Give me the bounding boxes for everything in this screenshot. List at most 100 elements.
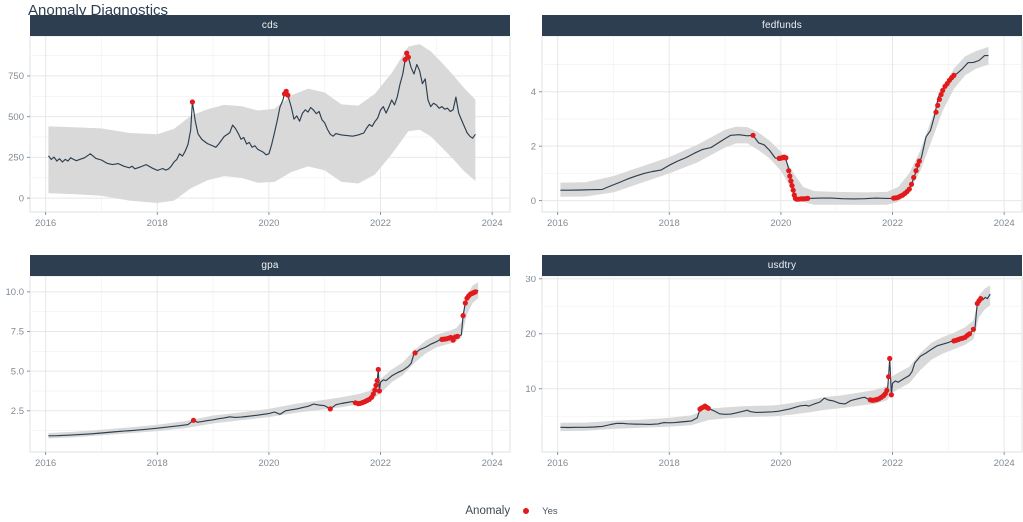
anomaly-dot (374, 378, 380, 384)
x-axis-tick-label: 2024 (482, 458, 503, 469)
facet-strip-cds: cds (30, 15, 510, 36)
panel-background (29, 276, 511, 453)
y-axis-tick-label: 2.5 (11, 406, 24, 417)
anomaly-dot (376, 388, 382, 394)
anomaly-dot (940, 87, 946, 93)
legend-anomaly-dot-icon (523, 508, 530, 514)
y-axis-tick-label: 30 (525, 276, 536, 285)
anomaly-dot (805, 195, 811, 201)
y-axis-tick-label: 10 (525, 384, 536, 395)
confidence-ribbon (48, 44, 476, 203)
x-axis-tick-label: 2022 (882, 458, 903, 469)
anomaly-dot (884, 387, 890, 393)
anomaly-dot (189, 99, 195, 105)
legend: Anomaly Yes (0, 501, 1023, 521)
y-axis-tick-label: 4 (531, 87, 536, 98)
anomaly-dot (327, 406, 333, 412)
anomaly-dot (373, 382, 379, 388)
y-axis-tick-label: 5.0 (11, 366, 24, 377)
anomaly-dot (906, 186, 912, 192)
x-axis-tick-label: 2020 (770, 218, 791, 229)
y-axis-tick-label: 10.0 (6, 287, 25, 298)
anomaly-dot (911, 174, 917, 181)
facet-strip-usdtry: usdtry (542, 255, 1022, 276)
anomaly-dot (887, 355, 893, 362)
page-title: Anomaly Diagnostics (28, 2, 169, 19)
anomaly-dot (936, 96, 942, 102)
anomaly-dot (888, 392, 894, 398)
anomaly-dot (938, 91, 944, 98)
x-axis-tick-label: 2020 (258, 218, 279, 229)
facet-strip-fedfunds: fedfunds (542, 15, 1022, 36)
chart-panel-gpa: 2016 2018 2020 2022 2024 2.5 5.0 7.5 10.0 (6, 276, 511, 469)
x-axis-tick-label: 2022 (370, 218, 391, 229)
facet-cds: cds 2016 2018 2020 2022 2024 0 250 500 750 (0, 15, 512, 255)
anomaly-dot (460, 313, 466, 319)
facet-gpa: gpa 2016 2018 2020 2022 2024 2.5 5.0 7.5 10.0 (0, 255, 512, 495)
anomaly-dot (790, 187, 796, 193)
anomaly-dot (966, 331, 973, 337)
facet-strip-label: fedfunds (762, 20, 802, 31)
anomaly-dot (886, 374, 892, 380)
anomaly-dot (454, 333, 461, 339)
facet-strip-label: gpa (261, 260, 279, 271)
x-axis-tick-label: 2024 (994, 458, 1015, 469)
anomaly-dot (375, 366, 381, 373)
x-axis-tick-label: 2018 (659, 218, 680, 229)
x-axis-tick-label: 2022 (370, 458, 391, 469)
chart-panel-cds: 2016 2018 2020 2022 2024 0 250 500 750 (8, 36, 511, 229)
y-axis-tick-label: 750 (8, 71, 24, 82)
anomaly-dot (916, 158, 922, 164)
x-axis-tick-label: 2016 (547, 218, 568, 229)
x-axis-tick-label: 2022 (882, 218, 903, 229)
anomaly-dot (370, 391, 376, 397)
x-axis-tick-label: 2018 (147, 218, 168, 229)
y-axis-tick-label: 2 (531, 141, 536, 152)
anomaly-dot (462, 300, 468, 306)
anomaly-dot (405, 54, 411, 60)
anomaly-dot (915, 162, 921, 168)
series-line (47, 52, 476, 171)
facet-strip-label: cds (261, 20, 279, 31)
facet-strip-gpa: gpa (30, 255, 510, 276)
anomaly-dot (787, 173, 793, 179)
anomaly-dot (970, 326, 976, 332)
y-axis-tick-label: 7.5 (11, 327, 24, 338)
x-axis-tick-label: 2018 (147, 458, 168, 469)
anomaly-dot (978, 296, 984, 302)
anomaly-dot (789, 183, 795, 189)
anomaly-dot (705, 405, 711, 411)
anomaly-dot (933, 109, 939, 115)
anomaly-dot (913, 168, 919, 174)
x-axis-tick-label: 2024 (994, 218, 1015, 229)
anomaly-dot (786, 168, 792, 174)
anomaly-dot (951, 72, 957, 78)
y-axis-tick-label: 20 (525, 329, 536, 340)
y-axis-tick-label: 250 (8, 153, 24, 164)
anomaly-dot (190, 417, 197, 423)
anomaly-dot (783, 155, 789, 161)
x-axis-tick-label: 2016 (547, 458, 568, 469)
anomaly-dot (372, 387, 378, 393)
chart-panel-usdtry: 2016 2018 2020 2022 2024 10 20 30 (525, 276, 1023, 469)
anomaly-dot (788, 178, 794, 184)
facet-fedfunds: fedfunds 2016 2018 2020 2022 2024 0 2 4 (512, 15, 1023, 255)
anomaly-dot (935, 102, 941, 108)
x-axis-tick-label: 2024 (482, 218, 503, 229)
facet-usdtry: usdtry 2016 2018 2020 2022 2024 10 20 30 (512, 255, 1023, 495)
anomaly-dot (404, 50, 410, 56)
y-axis-tick-label: 0 (531, 196, 536, 207)
legend-item-yes: Yes (542, 505, 558, 517)
x-axis-tick-label: 2016 (35, 458, 56, 469)
anomaly-dot (908, 181, 915, 187)
x-axis-tick-label: 2016 (35, 218, 56, 229)
y-axis-tick-label: 500 (8, 112, 24, 123)
anomaly-dot (412, 350, 418, 356)
chart-panel-fedfunds: 2016 2018 2020 2022 2024 0 2 4 (531, 36, 1023, 229)
confidence-ribbon (560, 46, 989, 205)
anomaly-dot (472, 289, 478, 295)
facet-strip-label: usdtry (767, 260, 797, 271)
legend-title: Anomaly (465, 505, 511, 517)
x-axis-tick-label: 2018 (659, 458, 680, 469)
anomaly-dot (285, 92, 291, 98)
